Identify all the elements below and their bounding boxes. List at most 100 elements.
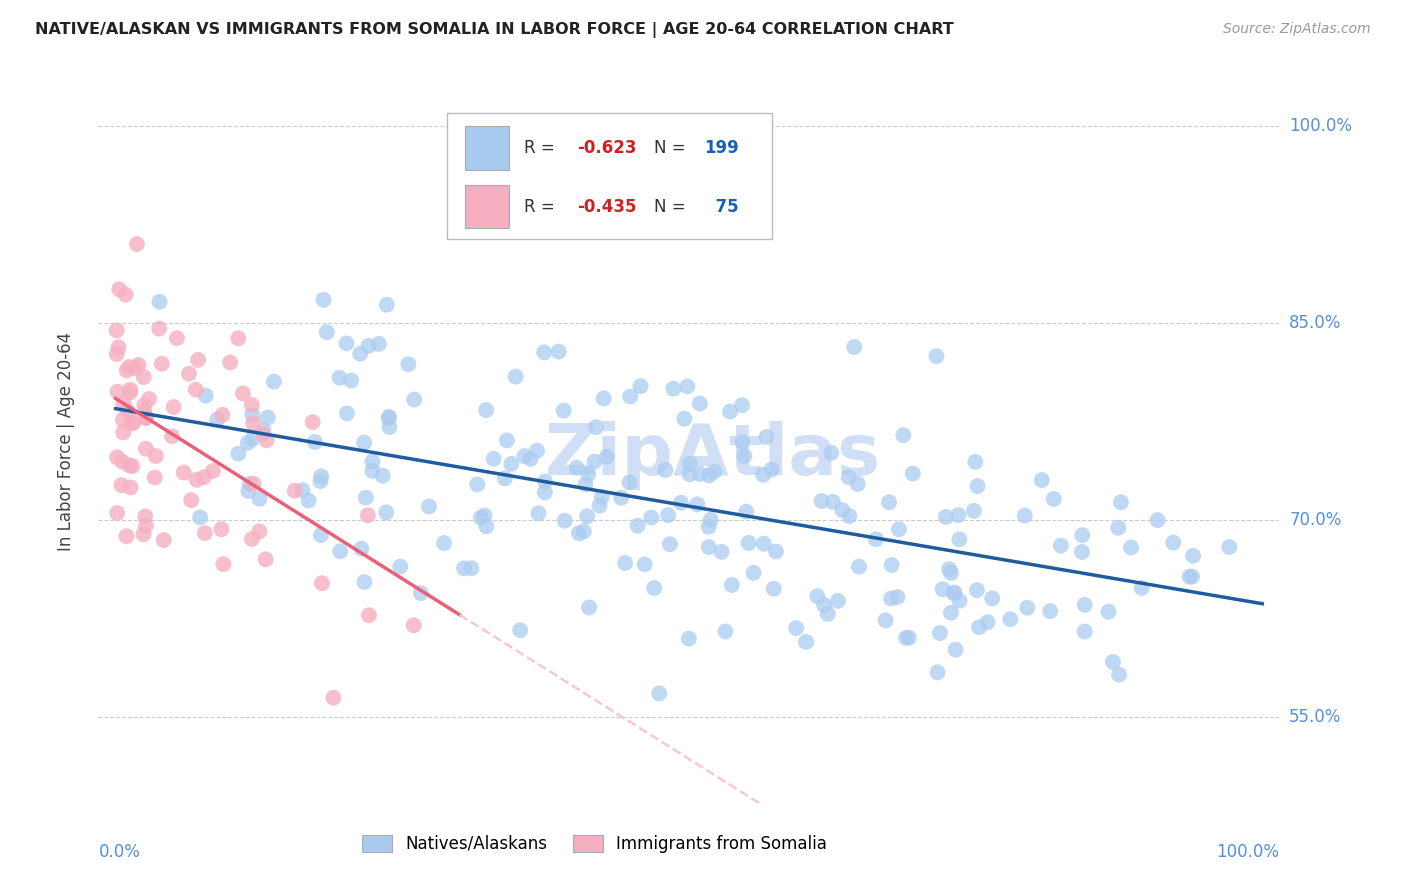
Point <box>453 561 475 575</box>
Point <box>482 451 505 466</box>
Point <box>1108 667 1130 681</box>
Point <box>1107 521 1129 535</box>
Point <box>733 449 755 463</box>
Point <box>827 594 849 608</box>
Point <box>806 589 828 603</box>
Point <box>163 400 186 414</box>
Point <box>108 282 131 296</box>
Point <box>643 581 665 595</box>
Point <box>132 370 155 384</box>
Point <box>633 558 655 572</box>
Text: ZipAtlas: ZipAtlas <box>544 422 880 491</box>
Point <box>166 331 188 345</box>
Point <box>925 349 948 363</box>
Point <box>596 450 619 464</box>
Point <box>135 410 157 425</box>
Point <box>939 606 962 620</box>
Point <box>1146 513 1168 527</box>
Point <box>785 621 807 635</box>
Point <box>626 518 648 533</box>
Point <box>263 375 285 389</box>
Point <box>118 359 141 374</box>
Point <box>433 536 456 550</box>
Point <box>247 524 270 539</box>
Point <box>565 460 588 475</box>
Point <box>404 392 426 407</box>
Point <box>1109 495 1132 509</box>
Point <box>592 392 614 406</box>
Text: -0.435: -0.435 <box>576 198 637 216</box>
Point <box>240 408 263 422</box>
Point <box>105 450 128 465</box>
Point <box>794 635 817 649</box>
Point <box>328 371 350 385</box>
Point <box>1042 491 1064 506</box>
Point <box>1178 569 1201 583</box>
Point <box>679 467 702 482</box>
Point <box>1039 604 1062 618</box>
Point <box>619 475 641 490</box>
Point <box>284 483 307 498</box>
Point <box>658 537 681 551</box>
Point <box>714 624 737 639</box>
Point <box>731 398 754 412</box>
Point <box>576 509 599 524</box>
Point <box>583 455 606 469</box>
Point <box>340 374 363 388</box>
Point <box>880 558 903 572</box>
Point <box>1050 539 1073 553</box>
Point <box>527 506 550 520</box>
Point <box>831 503 853 517</box>
Point <box>976 615 998 629</box>
Point <box>935 509 957 524</box>
Point <box>418 500 440 514</box>
Point <box>107 384 129 399</box>
Point <box>813 598 835 612</box>
Point <box>353 574 375 589</box>
Point <box>349 347 371 361</box>
Point <box>887 522 910 536</box>
Point <box>735 505 758 519</box>
Point <box>1181 570 1204 584</box>
Point <box>654 463 676 477</box>
Point <box>700 513 723 527</box>
Point <box>114 287 136 301</box>
Point <box>239 477 262 491</box>
Point <box>710 545 733 559</box>
Point <box>865 533 887 547</box>
Point <box>678 632 700 646</box>
Point <box>891 428 914 442</box>
Point <box>361 455 384 469</box>
Point <box>111 454 134 468</box>
Point <box>886 590 908 604</box>
Point <box>1071 545 1094 559</box>
Point <box>496 434 519 448</box>
Point <box>186 473 208 487</box>
Point <box>572 524 595 539</box>
Point <box>184 383 207 397</box>
Point <box>1161 535 1184 549</box>
Point <box>115 363 138 377</box>
Point <box>880 591 903 606</box>
Point <box>697 468 720 483</box>
Point <box>877 495 900 509</box>
Point <box>335 336 357 351</box>
Point <box>188 510 211 524</box>
Point <box>703 465 725 479</box>
Point <box>242 476 264 491</box>
Point <box>894 631 917 645</box>
Point <box>396 357 419 371</box>
Point <box>501 457 523 471</box>
Point <box>256 410 278 425</box>
Point <box>367 337 389 351</box>
Point <box>662 382 685 396</box>
Point <box>838 509 860 524</box>
Point <box>117 404 139 418</box>
Text: NATIVE/ALASKAN VS IMMIGRANTS FROM SOMALIA IN LABOR FORCE | AGE 20-64 CORRELATION: NATIVE/ALASKAN VS IMMIGRANTS FROM SOMALI… <box>35 22 953 38</box>
Point <box>389 559 412 574</box>
Point <box>160 429 183 443</box>
Point <box>938 562 960 576</box>
Point <box>630 379 652 393</box>
Text: R =: R = <box>523 139 560 157</box>
Point <box>1031 473 1053 487</box>
